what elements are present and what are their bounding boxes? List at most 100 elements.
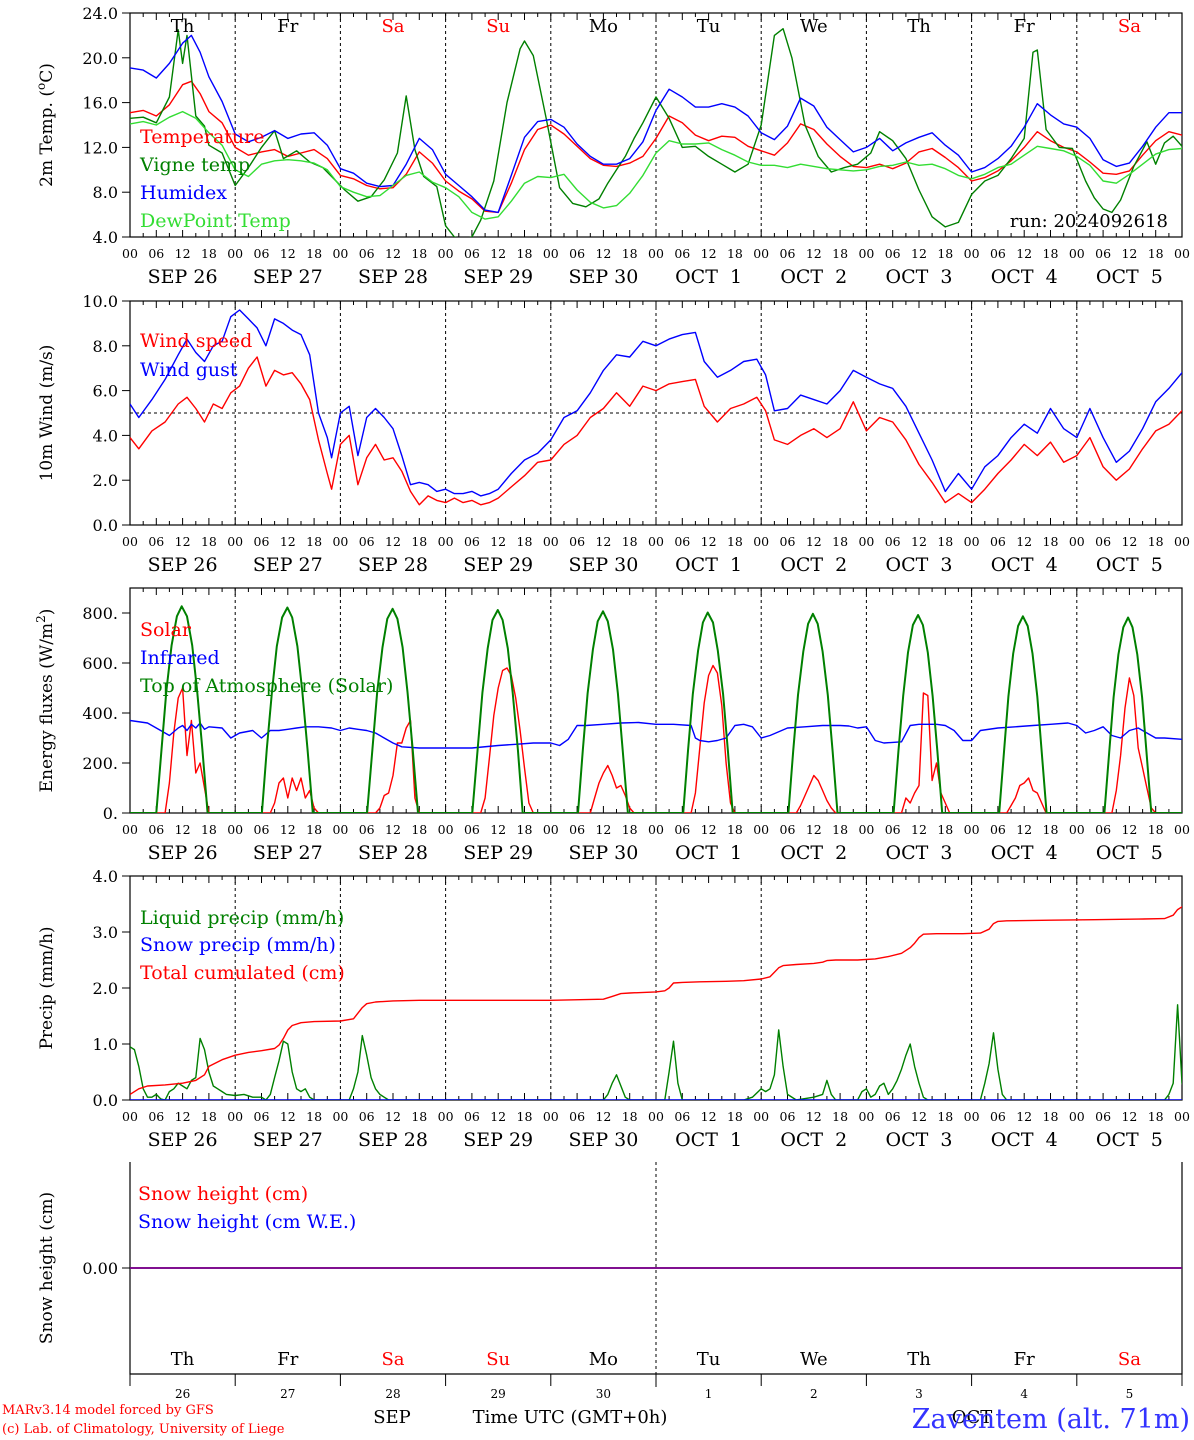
hour-tick-label: 06 (569, 1109, 585, 1124)
legend-entry: Wind gust (140, 359, 238, 381)
hour-tick-label: 18 (201, 822, 217, 837)
date-label: SEP 28 (358, 266, 428, 288)
hour-tick-label: 12 (1016, 1109, 1032, 1124)
hour-tick-label: 12 (385, 822, 401, 837)
hour-tick-label: 00 (543, 534, 559, 549)
hour-tick-label: 06 (780, 534, 796, 549)
hour-tick-label: 06 (780, 246, 796, 261)
y-tick-label: 800. (82, 604, 118, 623)
hour-tick-label: 00 (858, 246, 874, 261)
hour-tick-label: 12 (701, 246, 717, 261)
hour-tick-label: 00 (227, 246, 243, 261)
time-ticks (129, 876, 1183, 1100)
date-label: OCT 5 (1096, 554, 1163, 576)
time-axis: 00 06 12 18 SEP 26 00 06 12 18 SEP 27 00 06 12 18 SEP … (122, 534, 1190, 576)
date-label: SEP 26 (148, 842, 218, 864)
hour-tick-label: 00 (753, 246, 769, 261)
weekday-label: Th (171, 1349, 195, 1370)
hour-tick-label: 12 (1016, 246, 1032, 261)
time-axis: 00 06 12 18 SEP 26 00 06 12 18 SEP 27 00 06 12 18 SEP … (122, 822, 1190, 864)
hour-tick-label: 18 (727, 246, 743, 261)
hour-tick-label: 12 (1121, 822, 1137, 837)
hour-tick-label: 00 (438, 534, 454, 549)
hour-tick-label: 00 (122, 822, 138, 837)
hour-tick-label: 06 (885, 246, 901, 261)
series-line-vigne-temp (130, 28, 1182, 237)
date-label: SEP 29 (463, 266, 533, 288)
y-tick-label: 0.00 (82, 1259, 118, 1278)
hour-tick-label: 18 (832, 822, 848, 837)
hour-tick-label: 00 (1174, 246, 1190, 261)
y-tick-label: 2.0 (93, 471, 118, 490)
hour-tick-label: 12 (1121, 1109, 1137, 1124)
date-label: SEP 26 (148, 554, 218, 576)
hour-tick-label: 00 (543, 822, 559, 837)
hour-tick-label: 00 (648, 246, 664, 261)
weekday-label: Tu (697, 1349, 721, 1370)
hour-tick-label: 06 (885, 1109, 901, 1124)
x-axis-title: Time UTC (GMT+0h) (473, 1407, 668, 1428)
date-label: SEP 29 (463, 1129, 533, 1151)
weekday-label: Tu (697, 16, 721, 37)
series-group (130, 605, 1182, 813)
hour-tick-label: 06 (359, 534, 375, 549)
hour-tick-label: 18 (517, 822, 533, 837)
run-label: run: 2024092618 (1010, 211, 1168, 232)
date-label: OCT 5 (1096, 1129, 1163, 1151)
weekday-label: Su (486, 16, 510, 37)
hour-tick-label: 18 (832, 1109, 848, 1124)
hour-tick-label: 06 (1095, 246, 1111, 261)
date-label: SEP 30 (568, 266, 638, 288)
y-tick-label: 400. (82, 704, 118, 723)
hour-tick-label: 06 (1095, 822, 1111, 837)
day-number: 29 (491, 1387, 506, 1401)
hour-tick-label: 12 (175, 822, 191, 837)
date-label: OCT 4 (991, 266, 1058, 288)
hour-tick-label: 18 (1148, 1109, 1164, 1124)
hour-tick-label: 06 (1095, 534, 1111, 549)
hour-tick-label: 18 (937, 246, 953, 261)
date-label: OCT 2 (780, 1129, 847, 1151)
weekday-label: Th (171, 16, 195, 37)
y-tick-label: 12.0 (82, 138, 118, 157)
date-label: OCT 3 (886, 554, 953, 576)
day-number: 26 (175, 1387, 190, 1401)
weekday-label: Mo (589, 16, 618, 37)
date-label: SEP 28 (358, 554, 428, 576)
date-label: OCT 2 (780, 842, 847, 864)
hour-tick-label: 00 (1069, 246, 1085, 261)
date-label: OCT 4 (991, 842, 1058, 864)
hour-tick-label: 18 (832, 246, 848, 261)
y-tick-label: 16.0 (82, 94, 118, 113)
y-tick-label: 600. (82, 654, 118, 673)
hour-tick-label: 06 (254, 822, 270, 837)
y-tick-label: 8.0 (93, 183, 118, 202)
hour-tick-label: 12 (385, 246, 401, 261)
legend-entry: Wind speed (140, 330, 252, 352)
day-number: 1 (705, 1387, 713, 1401)
hour-tick-label: 00 (964, 822, 980, 837)
hour-tick-label: 06 (148, 1109, 164, 1124)
hour-tick-label: 06 (359, 822, 375, 837)
hour-tick-label: 12 (280, 246, 296, 261)
hour-tick-label: 18 (306, 534, 322, 549)
hour-tick-label: 12 (701, 1109, 717, 1124)
hour-tick-label: 00 (858, 822, 874, 837)
hour-tick-label: 00 (964, 246, 980, 261)
hour-tick-label: 06 (569, 534, 585, 549)
hour-tick-label: 12 (490, 822, 506, 837)
hour-tick-label: 12 (385, 534, 401, 549)
time-ticks (129, 13, 1183, 237)
legend-entry: Solar (140, 619, 192, 641)
hour-tick-label: 00 (227, 822, 243, 837)
y-tick-label: 1.0 (93, 1035, 118, 1054)
hour-tick-label: 06 (569, 822, 585, 837)
date-label: SEP 28 (358, 842, 428, 864)
legend-entry: Humidex (140, 182, 227, 204)
hour-tick-label: 00 (122, 534, 138, 549)
hour-tick-label: 06 (990, 246, 1006, 261)
series-group (130, 906, 1182, 1100)
date-label: SEP 30 (568, 554, 638, 576)
hour-tick-label: 06 (359, 1109, 375, 1124)
hour-tick-label: 12 (911, 1109, 927, 1124)
